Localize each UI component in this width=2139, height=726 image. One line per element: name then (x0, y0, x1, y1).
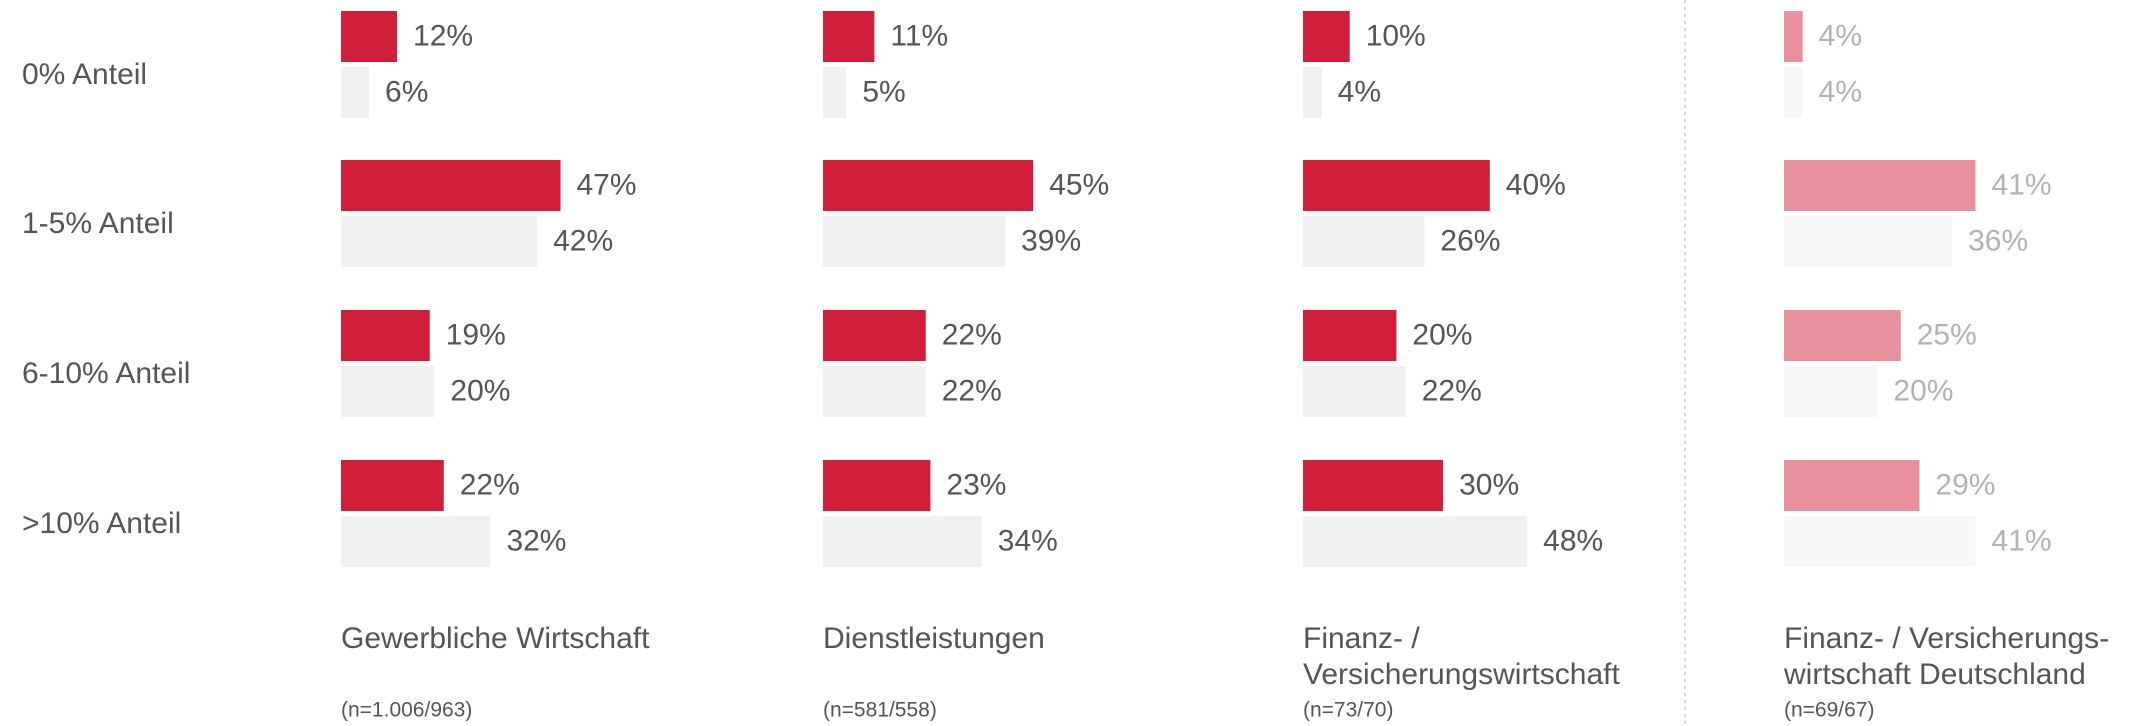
value-label: 12% (413, 19, 473, 52)
category-label: 0% Anteil (22, 58, 147, 91)
panel-title: Versicherungswirtschaft (1303, 658, 1620, 691)
bar (341, 67, 370, 118)
value-label: 4% (1819, 75, 1862, 108)
bar (341, 216, 538, 267)
value-label: 20% (450, 374, 510, 407)
bar (823, 460, 931, 511)
value-label: 22% (942, 318, 1002, 351)
bar (1303, 11, 1350, 62)
bar (1303, 160, 1490, 211)
value-label: 36% (1968, 224, 2028, 257)
panel-title: Finanz- / Versicherungs- (1784, 622, 2109, 655)
value-label: 30% (1459, 468, 1519, 501)
value-label: 40% (1506, 168, 1566, 201)
bar (823, 216, 1006, 267)
value-label: 20% (1412, 318, 1472, 351)
value-label: 47% (576, 168, 636, 201)
value-label: 32% (506, 524, 566, 557)
bar (1784, 310, 1901, 361)
bar (1303, 460, 1444, 511)
value-label: 23% (946, 468, 1006, 501)
panel-title: Finanz- / (1303, 622, 1420, 655)
bar (1784, 460, 1920, 511)
value-label: 34% (998, 524, 1058, 557)
value-label: 39% (1021, 224, 1081, 257)
bar (823, 67, 847, 118)
bar (341, 11, 398, 62)
value-label: 41% (1991, 524, 2051, 557)
value-label: 10% (1366, 19, 1426, 52)
panel-title: wirtschaft Deutschland (1783, 658, 2086, 691)
panel-note: (n=73/70) (1303, 699, 1393, 722)
bar (1303, 67, 1322, 118)
value-label: 26% (1440, 224, 1500, 257)
bar (823, 11, 875, 62)
bar (1784, 160, 1976, 211)
bar (1784, 11, 1803, 62)
bar (1303, 216, 1425, 267)
bar (341, 160, 561, 211)
value-label: 48% (1543, 524, 1603, 557)
value-label: 4% (1819, 19, 1862, 52)
panel-note: (n=1.006/963) (341, 699, 472, 722)
panel-title: Gewerbliche Wirtschaft (341, 622, 650, 655)
panel-note: (n=581/558) (823, 699, 937, 722)
bar (1784, 67, 1803, 118)
panel-title: Dienstleistungen (823, 622, 1045, 655)
bar (1784, 216, 1953, 267)
value-label: 5% (862, 75, 905, 108)
bar (1784, 366, 1878, 417)
bar (823, 516, 982, 567)
value-label: 22% (942, 374, 1002, 407)
category-label: 6-10% Anteil (22, 357, 190, 390)
category-label: 1-5% Anteil (22, 207, 174, 240)
value-label: 41% (1991, 168, 2051, 201)
bar (1303, 516, 1528, 567)
value-label: 42% (553, 224, 613, 257)
value-label: 25% (1917, 318, 1977, 351)
bar (823, 366, 926, 417)
bar (1303, 310, 1397, 361)
value-label: 19% (446, 318, 506, 351)
value-label: 4% (1338, 75, 1381, 108)
bar (341, 366, 435, 417)
value-label: 20% (1893, 374, 1953, 407)
bar (341, 516, 491, 567)
value-label: 22% (1422, 374, 1482, 407)
value-label: 22% (460, 468, 520, 501)
panel-note: (n=69/67) (1784, 699, 1874, 722)
value-label: 6% (385, 75, 428, 108)
bar (341, 460, 444, 511)
category-label: >10% Anteil (22, 507, 181, 540)
value-label: 11% (890, 19, 948, 52)
value-label: 29% (1935, 468, 1995, 501)
bar (1784, 516, 1976, 567)
bar (823, 310, 926, 361)
bar (341, 310, 430, 361)
bar (823, 160, 1034, 211)
bar (1303, 366, 1406, 417)
value-label: 45% (1049, 168, 1109, 201)
